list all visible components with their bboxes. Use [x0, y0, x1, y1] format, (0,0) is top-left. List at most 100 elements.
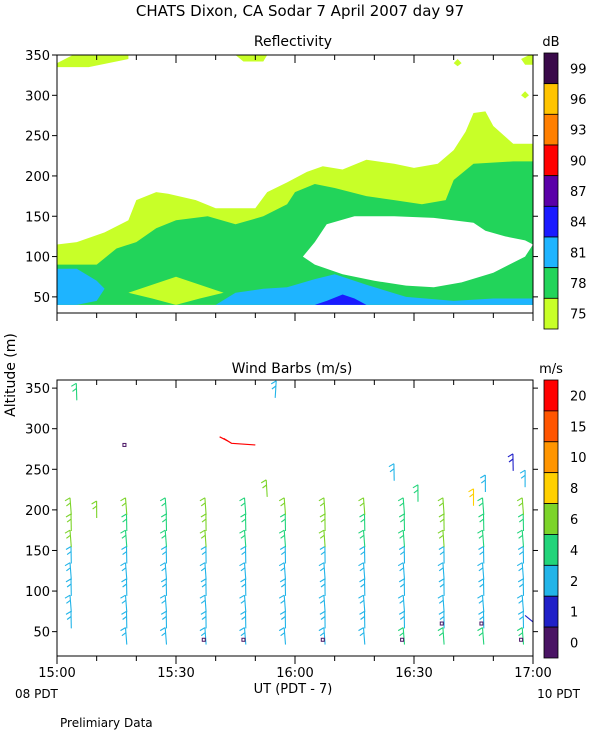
- wind-barb: [438, 578, 445, 596]
- wind-barb: [240, 610, 247, 629]
- reflectivity-colorbar-label-96: 96: [570, 93, 587, 108]
- wind-barb: [516, 562, 525, 580]
- wind-barb: [517, 610, 525, 629]
- wind-barb: [477, 562, 485, 580]
- wind-barb: [438, 513, 445, 532]
- wind-barb: [159, 497, 168, 515]
- wind-barb: [240, 513, 247, 532]
- x-start-local-time: 08 PDT: [15, 687, 59, 701]
- wind-barb: [199, 627, 207, 645]
- preliminary-data-note: Prelimiary Data: [60, 716, 153, 730]
- reflectivity-colorbar-label-93: 93: [570, 124, 587, 139]
- wind-barb: [160, 546, 168, 564]
- wind-colorbar-swatch-0: [543, 626, 559, 659]
- wind-barb: [240, 578, 247, 596]
- wind-barb: [319, 610, 326, 629]
- reflectivity-contour-75: [521, 91, 529, 99]
- wind-y-tick-label: 100: [25, 585, 50, 600]
- wind-barb: [64, 529, 72, 548]
- calm-wind-marker: [439, 621, 444, 626]
- wind-colorbar-label-10: 10: [570, 451, 587, 466]
- wind-barb: [478, 610, 485, 629]
- wind-barb: [278, 529, 287, 548]
- wind-barb: [160, 578, 168, 596]
- reflectivity-colorbar-label-99: 99: [570, 62, 587, 77]
- reflectivity-colorbar-swatch-78: [543, 267, 559, 299]
- wind-colorbar-swatch-15: [543, 410, 559, 443]
- wind-barb: [319, 546, 326, 564]
- wind-barb: [239, 594, 247, 613]
- reflectivity-y-tick-label: 50: [33, 291, 50, 306]
- wind-barb: [358, 497, 366, 515]
- wind-barb: [121, 610, 128, 629]
- wind-barb: [200, 610, 207, 629]
- wind-barb: [240, 546, 247, 564]
- reflectivity-colorbar-swatch-81: [543, 236, 559, 269]
- wind-barb: [477, 594, 485, 613]
- wind-colorbar-label-15: 15: [570, 420, 587, 435]
- y-axis-label: Altitude (m): [3, 333, 19, 417]
- reflectivity-colorbar-swatch-75: [543, 297, 559, 330]
- wind-barb: [516, 529, 525, 548]
- wind-barb: [278, 562, 287, 580]
- wind-colorbar-label-1: 1: [570, 606, 578, 621]
- wind-barb: [199, 529, 207, 548]
- wind-barb: [121, 578, 128, 596]
- wind-barb: [120, 529, 128, 548]
- wind-barb: [279, 546, 287, 564]
- wind-barb: [517, 513, 525, 532]
- calm-wind-marker: [519, 637, 524, 642]
- reflectivity-y-tick-label: 300: [25, 89, 50, 104]
- wind-x-tick-label: 16:00: [276, 666, 313, 681]
- wind-barb: [65, 513, 72, 532]
- wind-barb: [318, 627, 326, 645]
- wind-barb: [478, 513, 485, 532]
- wind-barb: [71, 382, 78, 401]
- wind-barbs-panel: Wind Barbs (m/s) 5010015020025030035015:…: [25, 361, 586, 681]
- wind-y-tick-label: 150: [25, 544, 50, 559]
- wind-barb: [160, 610, 168, 629]
- wind-barb: [64, 562, 72, 580]
- wind-barb: [120, 497, 128, 515]
- reflectivity-colorbar-swatch-87: [543, 175, 559, 207]
- reflectivity-y-tick-label: 350: [25, 49, 50, 64]
- wind-barb: [517, 578, 525, 596]
- wind-barb: [437, 497, 445, 515]
- wind-barb: [358, 562, 366, 580]
- wind-barb: [359, 546, 366, 564]
- wind-barb: [318, 594, 326, 613]
- wind-colorbar-label-2: 2: [570, 575, 578, 590]
- wind-barb: [159, 562, 168, 580]
- wind-barb: [91, 500, 98, 519]
- wind-barb: [239, 562, 247, 580]
- wind-colorbar-label-20: 20: [570, 389, 587, 404]
- reflectivity-contour-blank: [57, 55, 533, 245]
- reflectivity-y-tick-label: 150: [25, 210, 50, 225]
- reflectivity-y-tick-label: 250: [25, 130, 50, 145]
- wind-colorbar-label-0: 0: [570, 637, 578, 652]
- reflectivity-colorbar-label-75: 75: [570, 308, 587, 323]
- reflectivity-axes: 50 100 150 200 250 300 350: [25, 49, 538, 321]
- wind-barb: [239, 627, 247, 645]
- calm-wind-marker: [479, 621, 484, 626]
- wind-barb: [318, 497, 326, 515]
- reflectivity-contour-81: [57, 268, 105, 305]
- wind-x-tick-label: 15:00: [38, 666, 75, 681]
- reflectivity-panel: Reflectivity 50 100 150 200 250 300 350 99 96 93…: [25, 34, 587, 330]
- wind-barb: [278, 497, 287, 515]
- wind-barb: [517, 546, 525, 564]
- reflectivity-contours: [57, 55, 533, 305]
- wind-barb: [319, 578, 326, 596]
- wind-barb: [477, 627, 485, 645]
- wind-barb: [358, 594, 366, 613]
- wind-colorbar-label-8: 8: [570, 482, 578, 497]
- wind-barb-marks: [64, 380, 534, 645]
- calm-wind-marker: [320, 637, 325, 642]
- wind-barb: [480, 474, 486, 493]
- wind-barb: [437, 562, 445, 580]
- wind-barb: [478, 546, 485, 564]
- reflectivity-contour-75: [128, 276, 224, 305]
- wind-barb: [318, 529, 326, 548]
- wind-barb: [359, 610, 366, 629]
